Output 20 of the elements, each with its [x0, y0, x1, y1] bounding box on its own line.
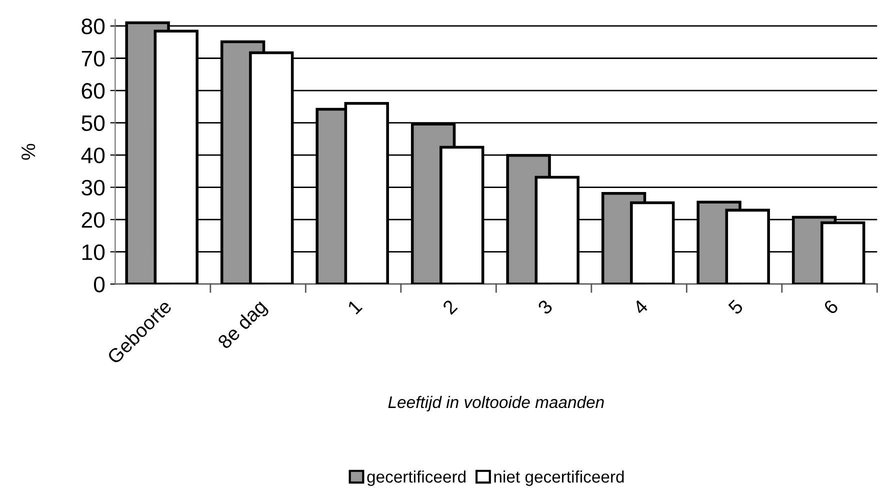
x-axis-title: Leeftijd in voltooide maanden	[388, 396, 604, 412]
y-tick-label: 0	[94, 276, 105, 292]
legend-label: niet gecertificeerd	[494, 470, 624, 486]
y-tick-label: 50	[82, 115, 105, 132]
legend-label: gecertificeerd	[367, 470, 466, 486]
y-tick-label: 80	[82, 18, 105, 34]
x-tick-label: 3	[537, 298, 554, 316]
y-tick-label: 60	[82, 83, 105, 99]
x-tick-label: 1	[347, 299, 363, 315]
y-tick-label: 10	[82, 244, 105, 260]
y-tick-label: 70	[82, 50, 105, 67]
y-tick-label: 20	[82, 212, 105, 228]
x-tick-label: 4	[632, 298, 649, 316]
x-tick-label: 6	[822, 298, 840, 316]
x-tick-label: 5	[728, 299, 744, 316]
y-axis-title: %	[22, 144, 36, 160]
y-tick-label: 30	[82, 180, 105, 196]
y-tick-label: 40	[81, 148, 105, 164]
x-tick-label: 2	[442, 299, 458, 315]
x-tick-label: 8e dag	[216, 298, 270, 352]
